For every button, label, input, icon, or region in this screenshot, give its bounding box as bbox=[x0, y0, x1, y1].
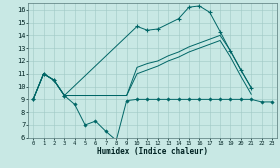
X-axis label: Humidex (Indice chaleur): Humidex (Indice chaleur) bbox=[97, 147, 208, 156]
